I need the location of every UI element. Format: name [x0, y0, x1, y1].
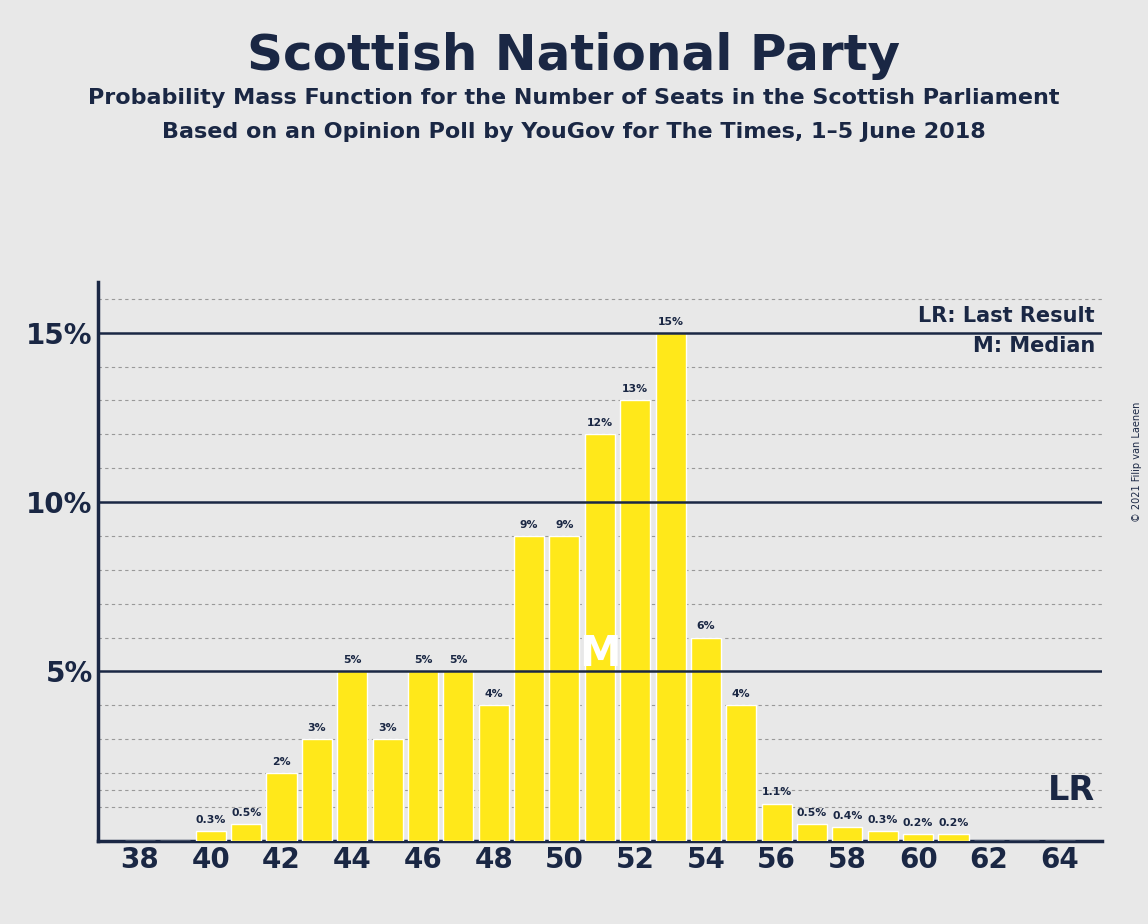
Bar: [195, 831, 226, 841]
Text: 5%: 5%: [343, 655, 362, 665]
Text: Based on an Opinion Poll by YouGov for The Times, 1–5 June 2018: Based on an Opinion Poll by YouGov for T…: [162, 122, 986, 142]
Bar: [408, 672, 439, 841]
Text: 5%: 5%: [413, 655, 433, 665]
Bar: [514, 536, 544, 841]
Bar: [620, 400, 650, 841]
Text: 3%: 3%: [308, 723, 326, 733]
Bar: [550, 536, 580, 841]
Bar: [373, 739, 403, 841]
Bar: [903, 834, 933, 841]
Bar: [939, 834, 969, 841]
Bar: [266, 773, 296, 841]
Text: 0.4%: 0.4%: [832, 811, 862, 821]
Text: 4%: 4%: [484, 689, 503, 699]
Text: 15%: 15%: [658, 317, 683, 326]
Text: 9%: 9%: [520, 520, 538, 529]
Text: 12%: 12%: [587, 419, 613, 428]
Bar: [868, 831, 898, 841]
Bar: [231, 824, 261, 841]
Bar: [691, 638, 721, 841]
Text: Scottish National Party: Scottish National Party: [248, 32, 900, 80]
Text: LR: Last Result: LR: Last Result: [918, 306, 1095, 325]
Bar: [656, 333, 685, 841]
Text: 0.2%: 0.2%: [938, 818, 969, 828]
Bar: [338, 672, 367, 841]
Text: 2%: 2%: [272, 757, 290, 767]
Text: M: Median: M: Median: [972, 336, 1095, 356]
Text: 1.1%: 1.1%: [761, 787, 792, 797]
Bar: [832, 827, 862, 841]
Text: © 2021 Filip van Laenen: © 2021 Filip van Laenen: [1132, 402, 1142, 522]
Text: 5%: 5%: [449, 655, 467, 665]
Text: 9%: 9%: [556, 520, 574, 529]
Text: 0.5%: 0.5%: [231, 808, 262, 818]
Bar: [761, 804, 792, 841]
Text: M: M: [579, 634, 621, 675]
Text: 0.5%: 0.5%: [797, 808, 828, 818]
Text: 0.3%: 0.3%: [868, 815, 898, 824]
Text: LR: LR: [1048, 773, 1095, 807]
Bar: [302, 739, 332, 841]
Bar: [584, 434, 615, 841]
Text: 3%: 3%: [379, 723, 397, 733]
Text: 4%: 4%: [732, 689, 751, 699]
Text: Probability Mass Function for the Number of Seats in the Scottish Parliament: Probability Mass Function for the Number…: [88, 88, 1060, 108]
Bar: [727, 705, 757, 841]
Text: 0.3%: 0.3%: [195, 815, 226, 824]
Bar: [443, 672, 473, 841]
Bar: [479, 705, 509, 841]
Text: 13%: 13%: [622, 384, 649, 395]
Text: 6%: 6%: [697, 622, 715, 631]
Text: 0.2%: 0.2%: [903, 818, 933, 828]
Bar: [797, 824, 827, 841]
